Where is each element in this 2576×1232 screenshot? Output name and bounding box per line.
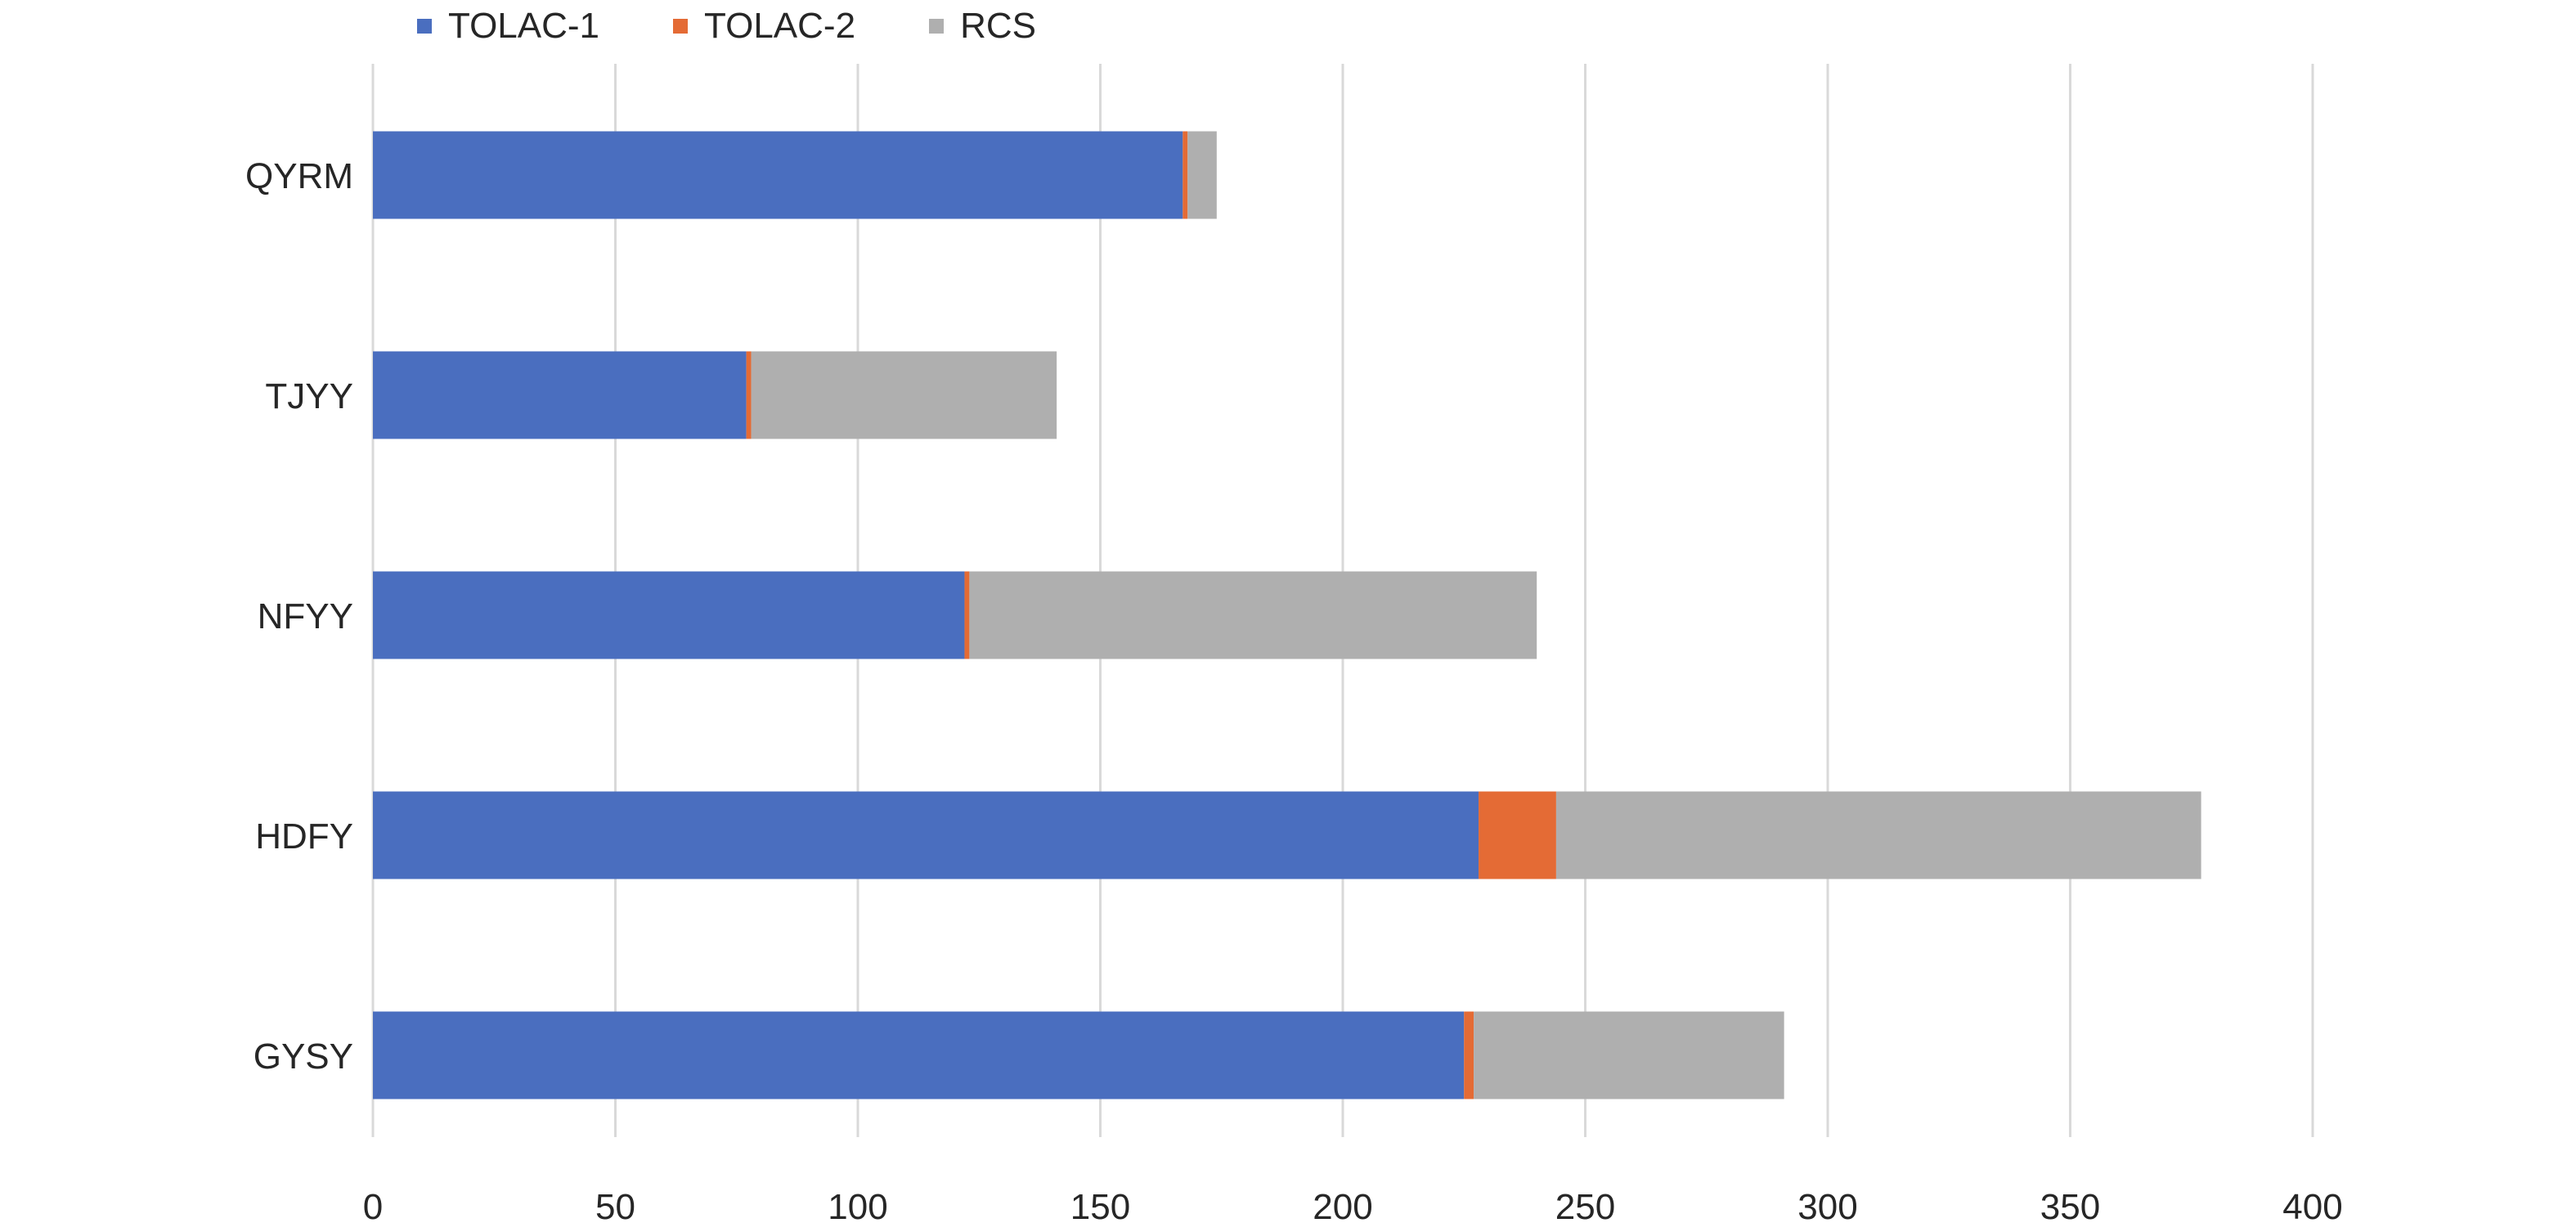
bar-tjyy-rcs	[751, 351, 1057, 439]
x-axis-tick-labels: 0 50 100 150 200 250 300 350 400	[363, 1187, 2343, 1227]
x-tick-label-300: 300	[1797, 1187, 1857, 1227]
legend-label-rcs: RCS	[960, 6, 1036, 46]
x-tick-label-350: 350	[2040, 1187, 2100, 1227]
bar-gysy-tolac-1	[373, 1011, 1465, 1099]
bar-tjyy-tolac-1	[373, 351, 747, 439]
x-tick-label-100: 100	[828, 1187, 887, 1227]
y-tick-label-tjyy: TJYY	[265, 376, 353, 416]
bar-hdfy-tolac-1	[373, 791, 1479, 879]
bar-tjyy-tolac-2	[746, 351, 752, 439]
y-tick-label-qyrm: QYRM	[245, 156, 353, 196]
x-tick-label-50: 50	[595, 1187, 635, 1227]
y-tick-label-nfyy: NFYY	[258, 596, 353, 636]
bar-qyrm-tolac-1	[373, 131, 1183, 219]
legend-item-tolac-2: TOLAC-2	[673, 6, 855, 47]
bar-gysy-rcs	[1474, 1011, 1784, 1099]
legend-label-tolac-1: TOLAC-1	[448, 6, 600, 46]
bar-hdfy-rcs	[1555, 791, 2201, 879]
bar-gysy-tolac-2	[1464, 1011, 1474, 1099]
legend-item-tolac-1: TOLAC-1	[417, 6, 599, 47]
bar-nfyy-tolac-2	[964, 571, 970, 659]
legend-swatch-tolac-2	[673, 19, 689, 34]
x-tick-label-400: 400	[2282, 1187, 2342, 1227]
bar-hdfy-tolac-2	[1479, 791, 1556, 879]
legend-swatch-tolac-1	[417, 19, 432, 34]
bar-nfyy-rcs	[969, 571, 1537, 659]
x-tick-label-150: 150	[1070, 1187, 1130, 1227]
x-tick-label-250: 250	[1555, 1187, 1615, 1227]
y-axis-tick-labels: QYRM TJYY NFYY HDFY GYSY	[245, 156, 353, 1077]
legend-swatch-rcs	[929, 19, 945, 34]
y-tick-label-gysy: GYSY	[254, 1036, 353, 1077]
x-tick-label-0: 0	[363, 1187, 383, 1227]
bars	[373, 131, 2201, 1099]
x-tick-label-200: 200	[1313, 1187, 1372, 1227]
y-tick-label-hdfy: HDFY	[255, 816, 353, 857]
legend: TOLAC-1 TOLAC-2 RCS	[417, 0, 1110, 52]
bar-qyrm-rcs	[1187, 131, 1217, 219]
legend-label-tolac-2: TOLAC-2	[704, 6, 856, 46]
legend-item-rcs: RCS	[929, 6, 1036, 47]
bar-qyrm-tolac-2	[1183, 131, 1188, 219]
bar-nfyy-tolac-1	[373, 571, 965, 659]
